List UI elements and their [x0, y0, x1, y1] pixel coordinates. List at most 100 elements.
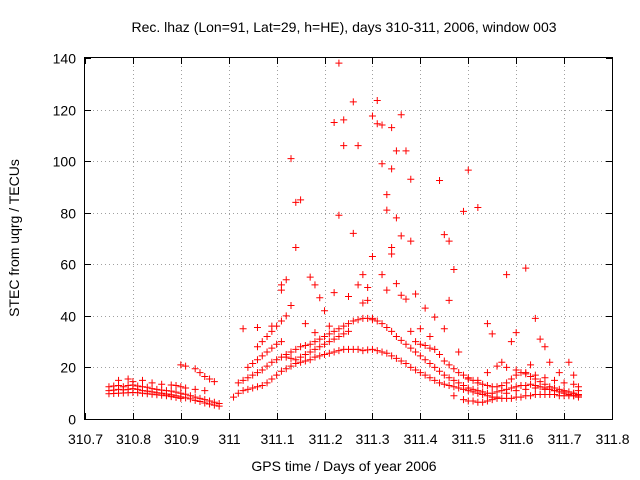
data-point	[464, 384, 472, 392]
data-point	[474, 387, 482, 395]
data-point	[445, 361, 453, 369]
data-point	[483, 397, 491, 405]
data-point	[426, 374, 434, 382]
data-point	[292, 356, 300, 364]
data-point	[512, 387, 520, 395]
data-point	[244, 374, 252, 382]
data-point	[258, 366, 266, 374]
data-point	[416, 369, 424, 377]
data-point	[431, 376, 439, 384]
data-point	[474, 204, 482, 212]
data-point	[483, 381, 491, 389]
data-point	[273, 356, 281, 364]
x-axis: 310.7 310.8 310.9 311 311.1 311.2 311.3 311.4 31…	[68, 58, 630, 447]
data-point	[450, 365, 458, 373]
data-point	[249, 371, 257, 379]
data-point	[364, 346, 372, 354]
data-point	[206, 375, 214, 383]
data-point	[493, 362, 501, 370]
data-point	[426, 344, 434, 352]
data-point	[555, 369, 563, 377]
data-point	[138, 376, 146, 384]
data-point	[335, 211, 343, 219]
data-point	[340, 322, 348, 330]
data-point	[416, 340, 424, 348]
data-point	[574, 383, 582, 391]
data-point	[421, 356, 429, 364]
data-point	[354, 316, 362, 324]
data-point	[474, 376, 482, 384]
data-point	[301, 342, 309, 350]
data-point	[383, 286, 391, 294]
data-point	[282, 312, 290, 320]
data-point	[321, 340, 329, 348]
data-point	[349, 317, 357, 325]
data-point	[148, 390, 156, 398]
data-point	[134, 389, 142, 397]
data-point	[287, 155, 295, 163]
data-point	[397, 357, 405, 365]
data-point	[546, 383, 554, 391]
data-point	[316, 294, 324, 302]
data-point	[215, 402, 223, 410]
data-point	[172, 393, 180, 401]
data-point	[230, 393, 238, 401]
data-point	[383, 206, 391, 214]
data-point	[263, 379, 271, 387]
data-point	[450, 265, 458, 273]
data-point	[301, 357, 309, 365]
data-point	[383, 323, 391, 331]
data-point	[383, 191, 391, 199]
data-point	[345, 293, 352, 301]
data-point	[158, 380, 166, 388]
data-point	[364, 296, 372, 304]
data-point	[541, 385, 549, 393]
y-tick-label: 120	[53, 103, 77, 119]
data-point	[311, 338, 319, 346]
data-point	[201, 399, 209, 407]
data-point	[392, 332, 400, 340]
data-point	[354, 345, 362, 353]
data-point	[459, 381, 467, 389]
data-point	[273, 340, 281, 348]
data-point	[483, 320, 491, 328]
data-point	[531, 384, 539, 392]
data-point	[378, 121, 386, 129]
data-point	[359, 299, 367, 307]
data-point	[397, 291, 405, 299]
data-point	[551, 376, 559, 384]
data-point	[522, 385, 530, 393]
data-point	[148, 379, 156, 387]
data-point	[301, 351, 309, 359]
data-point	[402, 147, 410, 155]
data-point	[378, 320, 386, 328]
data-point	[483, 369, 491, 377]
data-point	[440, 371, 448, 379]
data-point	[330, 289, 338, 297]
data-point	[287, 362, 295, 370]
data-point	[239, 376, 247, 384]
data-point	[191, 385, 199, 393]
y-tick-label: 0	[68, 412, 76, 428]
data-point	[335, 347, 343, 355]
data-point	[445, 374, 453, 382]
data-point	[436, 176, 444, 184]
data-point	[306, 340, 314, 348]
data-point	[249, 384, 257, 392]
data-point	[373, 97, 381, 105]
y-tick-label: 60	[60, 257, 76, 273]
data-point	[177, 394, 185, 402]
data-point	[196, 397, 204, 405]
data-point	[129, 378, 137, 386]
data-point	[321, 307, 329, 315]
data-point	[522, 369, 530, 377]
data-point	[388, 250, 396, 258]
data-point	[397, 336, 405, 344]
data-point	[311, 281, 319, 289]
data-point	[426, 332, 434, 340]
x-tick-label: 310.7	[68, 431, 103, 447]
data-point	[177, 383, 185, 391]
data-point	[469, 397, 477, 405]
data-point	[263, 348, 271, 356]
data-point	[373, 120, 381, 128]
